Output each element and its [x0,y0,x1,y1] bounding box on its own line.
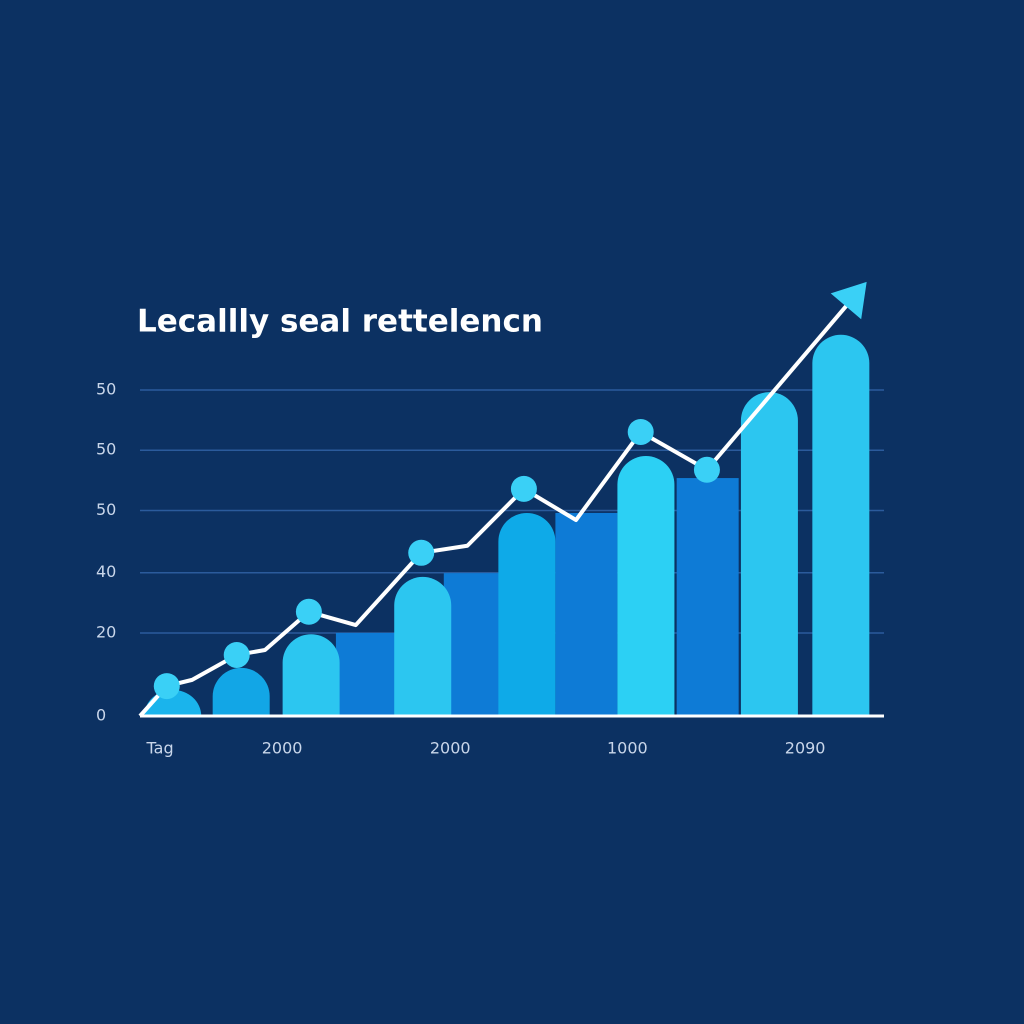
y-tick-label: 0 [96,706,106,725]
bar [498,512,556,716]
x-tick-label: Tag [146,739,174,758]
x-tick-label: 1000 [607,739,648,758]
line-marker [693,456,720,483]
y-tick-label: 50 [96,380,116,399]
line-marker [510,475,537,502]
x-tick-label: 2000 [262,739,303,758]
bar [443,573,506,716]
x-tick-label: 2000 [430,739,471,758]
bar [740,392,798,716]
bar [394,576,452,716]
bar [212,667,270,716]
x-tick-label: 2090 [785,739,826,758]
line [138,288,862,718]
bar [617,456,675,716]
bar [812,334,870,716]
bar [555,512,618,716]
line-marker [627,418,654,445]
line-marker [408,539,435,566]
line-marker [153,673,180,700]
bar [282,634,340,716]
bar [335,632,398,716]
bar [676,478,739,716]
arrowhead [830,281,867,320]
y-tick-label: 20 [96,622,116,641]
line-marker [295,598,322,625]
line-marker [223,641,250,668]
y-tick-label: 40 [96,562,116,581]
y-tick-label: 50 [96,440,116,459]
chart-title: Lecallly seal rettelencn [137,304,543,340]
y-tick-label: 50 [96,500,116,519]
